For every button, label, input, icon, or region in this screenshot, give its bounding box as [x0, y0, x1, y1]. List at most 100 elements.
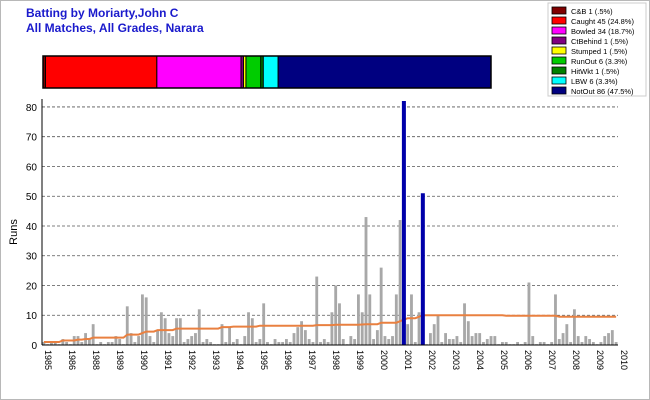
- innings-bar: [129, 333, 133, 345]
- innings-bar: [383, 336, 387, 345]
- x-tick-label: 1992: [187, 350, 197, 370]
- x-tick-label: 1991: [163, 350, 173, 370]
- innings-bar: [523, 342, 527, 345]
- dismissal-segment: [262, 55, 279, 89]
- innings-bar: [163, 318, 167, 345]
- legend-swatch: [551, 86, 567, 95]
- innings-bar: [175, 318, 178, 345]
- stacked-bar-border: [42, 55, 492, 89]
- x-tick-label: 2003: [451, 350, 461, 370]
- x-tick-label: 1998: [331, 350, 341, 370]
- innings-bar: [53, 342, 57, 345]
- dismissal-segment: [44, 55, 158, 89]
- innings-bar: [224, 342, 228, 345]
- innings-bar: [167, 333, 171, 345]
- innings-bar: [99, 342, 103, 345]
- innings-bar: [485, 339, 489, 345]
- legend-swatch: [551, 36, 567, 45]
- innings-bar: [463, 303, 466, 345]
- runs-plot-area: 0 10 20 30 40 50 60 70 80 1985 1986 1988 1989 1990 19…: [26, 99, 629, 370]
- innings-bar: [228, 327, 231, 345]
- innings-bar: [576, 336, 580, 345]
- innings-bar: [141, 294, 144, 345]
- legend-label: HitWkt 1 (.5%): [571, 67, 620, 76]
- y-tick-label: 40: [26, 222, 38, 233]
- innings-bar: [125, 306, 129, 345]
- innings-bar: [474, 333, 478, 345]
- innings-bar: [190, 336, 194, 345]
- innings-bar: [398, 220, 402, 345]
- y-tick-label: 80: [26, 103, 38, 114]
- innings-bar: [194, 333, 197, 345]
- legend-swatch: [551, 16, 567, 25]
- innings-bar: [482, 342, 485, 345]
- innings-bar: [186, 339, 190, 345]
- x-tick-label: 2010: [619, 350, 629, 370]
- innings-bar: [538, 342, 542, 345]
- x-tick-label: 1993: [211, 350, 221, 370]
- innings-bar: [300, 321, 303, 345]
- x-tick-label: 2002: [427, 350, 437, 370]
- innings-bar: [417, 312, 421, 345]
- innings-bar: [493, 336, 497, 345]
- innings-bar: [429, 333, 432, 345]
- legend-swatch: [551, 26, 567, 35]
- innings-bar: [504, 342, 508, 345]
- innings-bar: [247, 312, 250, 345]
- innings-bar: [205, 339, 209, 345]
- innings-bar: [319, 342, 322, 345]
- innings-bar: [65, 342, 69, 345]
- y-tick-label: 10: [26, 311, 38, 322]
- innings-bar: [110, 342, 114, 345]
- innings-bar: [235, 339, 239, 345]
- x-tick-label: 1995: [259, 350, 269, 370]
- innings-bar: [87, 339, 91, 345]
- innings-bar: [330, 312, 334, 345]
- innings-bar: [569, 342, 573, 345]
- x-tick-label: 1986: [67, 350, 77, 370]
- y-tick-label: 20: [26, 281, 38, 292]
- y-tick-label: 50: [26, 192, 38, 203]
- innings-bar: [250, 318, 254, 345]
- innings-bar: [156, 330, 159, 345]
- innings-bar: [243, 336, 247, 345]
- innings-bar: [459, 342, 463, 345]
- innings-bar: [432, 324, 436, 345]
- innings-bar: [444, 333, 447, 345]
- innings-bar: [588, 339, 591, 345]
- innings-bar: [209, 342, 213, 345]
- dismissal-segment: [277, 55, 492, 89]
- dismissal-legend: C&B 1 (.5%)Caught 45 (24.8%)Bowled 34 (1…: [547, 2, 647, 97]
- innings-bar: [440, 342, 444, 345]
- innings-bar: [614, 342, 618, 345]
- legend-label: RunOut 6 (3.3%): [571, 57, 628, 66]
- innings-bar: [379, 267, 383, 345]
- innings-bar: [584, 336, 588, 345]
- x-tick-label: 1994: [235, 350, 245, 370]
- innings-bar: [201, 342, 205, 345]
- x-tick-label: 2001: [403, 350, 413, 370]
- innings-bar: [599, 342, 603, 345]
- innings-bar: [451, 339, 455, 345]
- legend-label: C&B 1 (.5%): [571, 7, 613, 16]
- legend-label: Stumped 1 (.5%): [571, 47, 628, 56]
- innings-bar: [353, 339, 357, 345]
- innings-bar: [580, 342, 584, 345]
- innings-bar: [106, 342, 110, 345]
- innings-bar: [410, 294, 413, 345]
- innings-bar: [262, 303, 266, 345]
- innings-bar: [349, 336, 353, 345]
- x-tick-label: 1997: [307, 350, 317, 370]
- y-axis-label: Runs: [8, 219, 20, 245]
- y-tick-label: 60: [26, 162, 38, 173]
- innings-bar: [603, 336, 607, 345]
- dismissal-segment: [245, 55, 262, 89]
- legend-swatch: [551, 56, 567, 65]
- innings-bar: [455, 336, 459, 345]
- innings-bar: [114, 336, 118, 345]
- innings-bar: [322, 339, 326, 345]
- legend-label: NotOut 86 (47.5%): [571, 87, 634, 96]
- x-tick-label: 2006: [523, 350, 533, 370]
- innings-bar: [357, 294, 360, 345]
